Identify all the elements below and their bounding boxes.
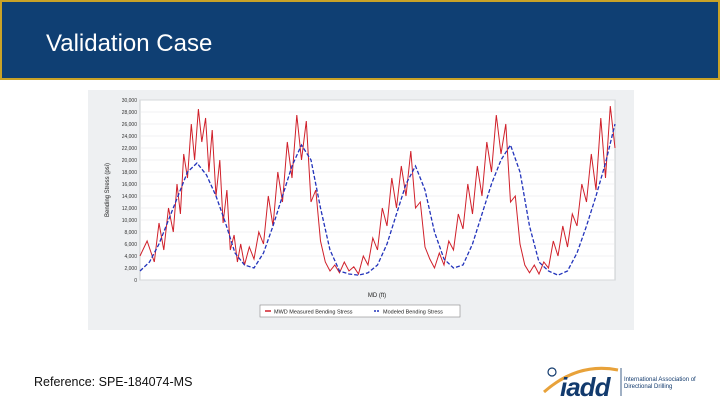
logo-swoosh-icon xyxy=(543,366,619,394)
y-tick-label: 26,000 xyxy=(122,122,138,128)
y-tick-label: 28,000 xyxy=(122,110,138,116)
y-tick-label: 6,000 xyxy=(124,242,137,248)
chart-legend: MWD Measured Bending Stress Modeled Bend… xyxy=(259,304,461,318)
series-line-measured xyxy=(139,105,616,276)
y-tick-label: 18,000 xyxy=(122,170,138,176)
y-tick-label: 2,000 xyxy=(124,266,137,272)
y-tick-label: 30,000 xyxy=(122,98,138,104)
y-tick-label: 14,000 xyxy=(122,194,138,200)
series-line-modeled xyxy=(139,123,616,276)
legend-label-measured: MWD Measured Bending Stress xyxy=(274,310,353,316)
y-tick-label: 4,000 xyxy=(124,254,137,260)
y-tick-label: 10,000 xyxy=(122,218,138,224)
y-tick-label: 12,000 xyxy=(122,206,138,212)
y-tick-label: 24,000 xyxy=(122,134,138,140)
chart-svg: 0 2,000 4,000 6,000 8,000 10,000 12,000 14,000 1… xyxy=(105,98,616,318)
reference-text: Reference: SPE-184074-MS xyxy=(34,375,193,389)
plot-area xyxy=(139,99,616,281)
slide-header-panel xyxy=(2,2,718,78)
y-tick-label: 0 xyxy=(134,278,137,284)
y-tick-label: 20,000 xyxy=(122,158,138,164)
slide-header xyxy=(0,0,720,80)
legend-label-modeled: Modeled Bending Stress xyxy=(383,310,443,316)
bending-stress-chart: 0 2,000 4,000 6,000 8,000 10,000 12,000 14,000 1… xyxy=(88,90,634,330)
iadd-logo xyxy=(543,366,622,396)
y-tick-label: 22,000 xyxy=(122,146,138,152)
slide-title: Validation Case xyxy=(46,30,213,57)
y-tick-label: 16,000 xyxy=(122,182,138,188)
x-axis-label: MD (ft) xyxy=(368,293,386,299)
y-axis-label: Bending Stress (psi) xyxy=(105,163,111,217)
logo-tagline: International Association of Directional… xyxy=(624,377,696,390)
logo-wordmark: iadd xyxy=(560,372,610,402)
logo-star-icon xyxy=(547,367,557,377)
y-tick-label: 8,000 xyxy=(124,230,137,236)
